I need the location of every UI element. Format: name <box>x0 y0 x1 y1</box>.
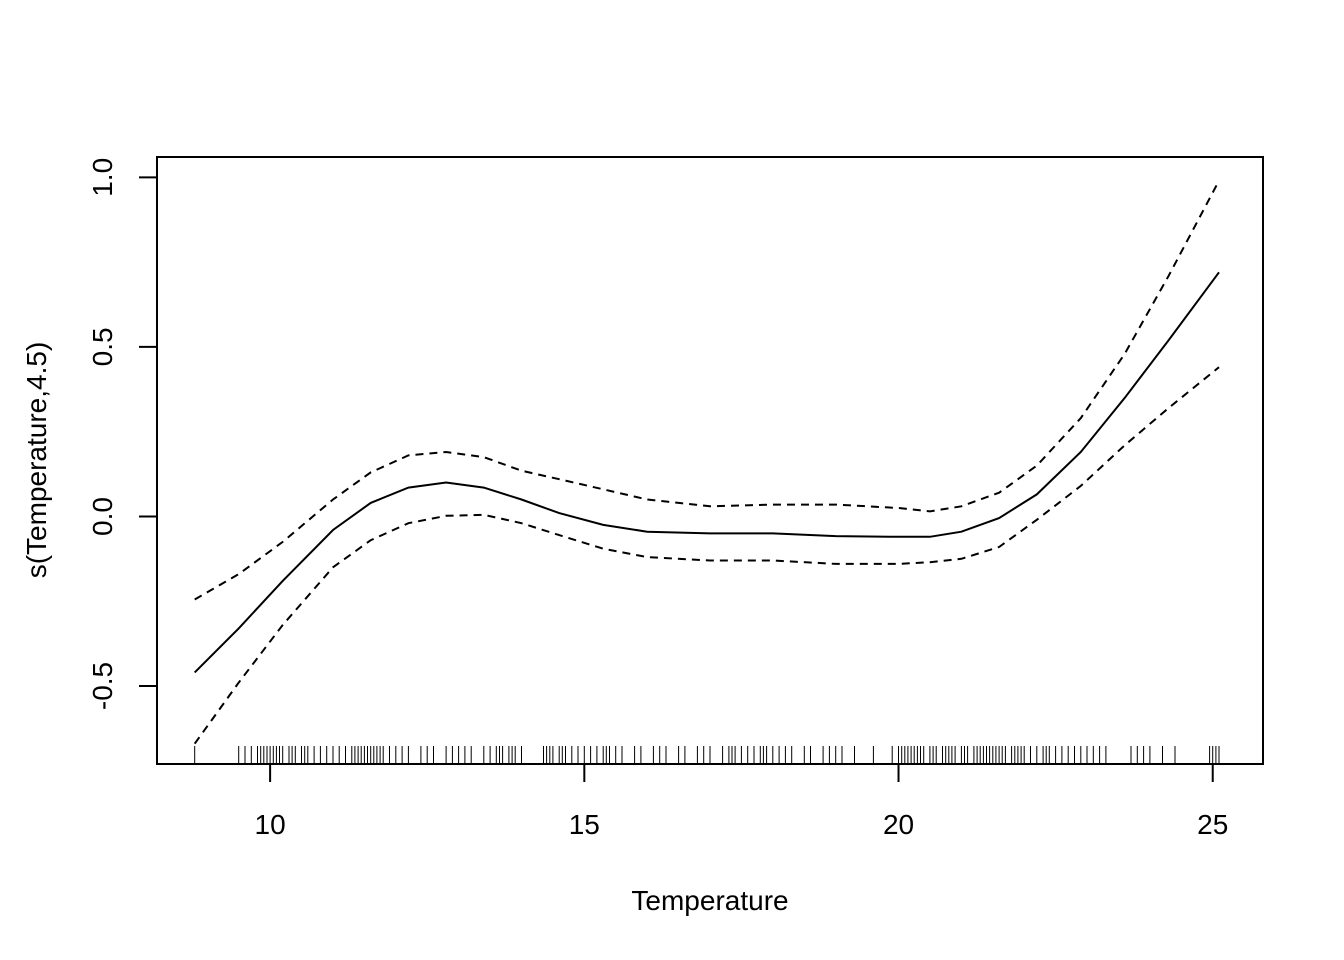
x-axis-label: Temperature <box>631 885 788 916</box>
y-tick-label: 0.5 <box>87 327 118 366</box>
y-axis-label: s(Temperature,4.5) <box>21 342 52 579</box>
y-tick-label: 1.0 <box>87 158 118 197</box>
x-tick-label: 15 <box>569 809 600 840</box>
plot-frame <box>156 156 1264 765</box>
confidence-band-line-1 <box>194 180 1220 601</box>
x-tick-label: 10 <box>255 809 286 840</box>
series-lines <box>193 180 1220 745</box>
y-axis: -0.5 0.0 0.5 1.0 <box>87 158 158 710</box>
y-tick-label: -0.5 <box>87 662 118 710</box>
y-tick-label: 0.0 <box>87 497 118 536</box>
smooth-fit-line <box>193 271 1220 674</box>
x-tick-label: 20 <box>883 809 914 840</box>
x-tick-label: 25 <box>1197 809 1228 840</box>
confidence-band-line-2 <box>193 366 1220 745</box>
x-axis: 10 15 20 25 <box>255 763 1228 840</box>
rug-marks <box>194 746 1220 763</box>
